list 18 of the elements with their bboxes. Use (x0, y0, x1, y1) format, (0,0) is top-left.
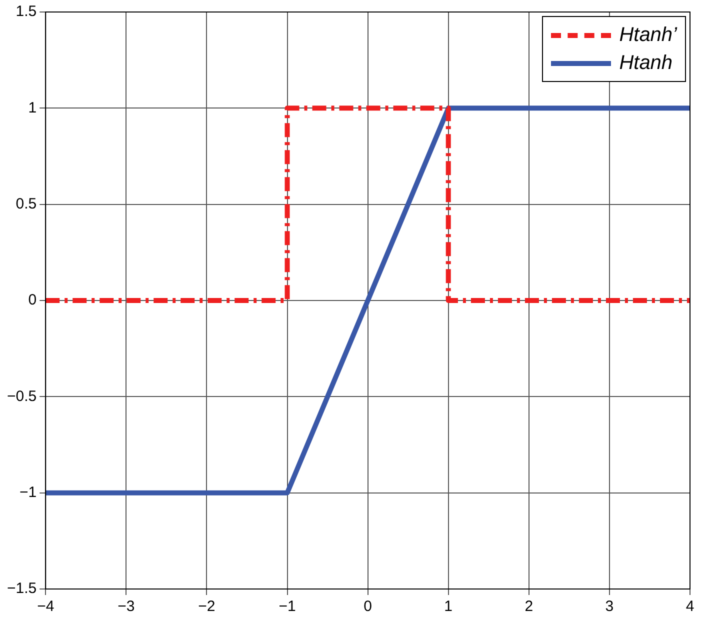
y-tick-label: −1.5 (6, 580, 37, 598)
y-tick-label: 1 (28, 99, 37, 116)
y-tick-label: −1 (20, 484, 37, 501)
x-tick-label: −1 (278, 598, 296, 616)
x-tick-label: −3 (118, 598, 135, 616)
legend-label: Htanh’ (619, 24, 677, 46)
x-tick-label: 3 (605, 598, 614, 616)
y-tick-label: 1.5 (16, 3, 37, 20)
x-tick-label: 4 (686, 598, 694, 616)
y-tick-label: −0.5 (6, 388, 37, 405)
y-tick-label: 0.5 (16, 195, 37, 212)
x-tick-label: 1 (444, 598, 453, 616)
x-tick-label: 0 (364, 598, 372, 616)
y-tick-label: 0 (28, 292, 37, 309)
x-tick-label: −2 (198, 598, 216, 616)
legend-label: Htanh (619, 52, 673, 74)
x-tick-label: −4 (37, 598, 54, 616)
x-tick-label: 2 (524, 598, 534, 616)
